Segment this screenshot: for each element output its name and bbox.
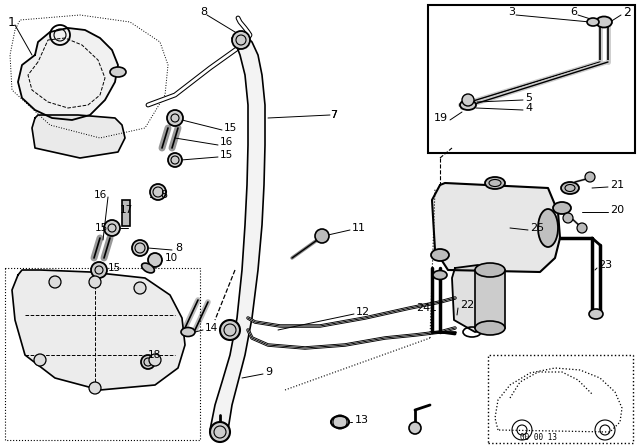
Circle shape — [409, 422, 421, 434]
Text: 7: 7 — [330, 110, 337, 120]
Circle shape — [232, 31, 250, 49]
Text: 20: 20 — [610, 205, 624, 215]
Polygon shape — [432, 183, 560, 272]
Text: 5: 5 — [525, 93, 532, 103]
Bar — [488, 355, 633, 443]
Text: 25: 25 — [530, 223, 544, 233]
Ellipse shape — [475, 263, 505, 277]
Ellipse shape — [485, 177, 505, 189]
Text: 9: 9 — [265, 367, 272, 377]
Text: 1: 1 — [8, 16, 16, 29]
Text: 15: 15 — [108, 263, 121, 273]
Ellipse shape — [538, 209, 558, 247]
Text: 6: 6 — [570, 7, 577, 17]
Circle shape — [148, 253, 162, 267]
Polygon shape — [210, 38, 265, 430]
Circle shape — [167, 110, 183, 126]
Text: 21: 21 — [610, 180, 624, 190]
Text: 13: 13 — [355, 415, 369, 425]
Ellipse shape — [460, 100, 476, 110]
Ellipse shape — [587, 18, 599, 26]
Text: 8: 8 — [160, 190, 167, 200]
Circle shape — [89, 382, 101, 394]
Text: 2: 2 — [623, 5, 631, 18]
Text: 17: 17 — [120, 205, 133, 215]
Ellipse shape — [589, 309, 603, 319]
Text: 16: 16 — [220, 137, 233, 147]
Text: 15: 15 — [220, 150, 233, 160]
Text: 19: 19 — [434, 113, 448, 123]
Circle shape — [91, 262, 107, 278]
Text: 22: 22 — [460, 300, 474, 310]
Polygon shape — [12, 270, 185, 390]
Ellipse shape — [181, 327, 195, 336]
Text: 11: 11 — [352, 223, 366, 233]
Ellipse shape — [141, 263, 154, 273]
Text: 4: 4 — [525, 103, 532, 113]
Text: 3: 3 — [508, 7, 515, 17]
Text: 23: 23 — [598, 260, 612, 270]
Circle shape — [585, 172, 595, 182]
Circle shape — [141, 355, 155, 369]
Text: 10: 10 — [165, 253, 178, 263]
Circle shape — [462, 94, 474, 106]
Circle shape — [89, 276, 101, 288]
Text: 7: 7 — [330, 110, 337, 120]
Text: 15: 15 — [224, 123, 237, 133]
Bar — [122, 200, 130, 226]
Ellipse shape — [431, 249, 449, 261]
Bar — [475, 270, 505, 328]
Ellipse shape — [433, 271, 447, 280]
Text: 15: 15 — [95, 223, 108, 233]
Ellipse shape — [596, 17, 612, 27]
Circle shape — [315, 229, 329, 243]
Circle shape — [104, 220, 120, 236]
Circle shape — [150, 184, 166, 200]
Ellipse shape — [475, 321, 505, 335]
Text: 18: 18 — [148, 350, 161, 360]
Text: 14: 14 — [205, 323, 218, 333]
Text: 8: 8 — [200, 7, 207, 17]
Polygon shape — [18, 28, 118, 120]
Text: 00 00 13: 00 00 13 — [520, 433, 557, 442]
Text: 16: 16 — [93, 190, 107, 200]
Ellipse shape — [561, 182, 579, 194]
Ellipse shape — [553, 202, 571, 214]
Circle shape — [210, 422, 230, 442]
Polygon shape — [452, 265, 492, 332]
Circle shape — [34, 354, 46, 366]
Circle shape — [134, 282, 146, 294]
Circle shape — [563, 213, 573, 223]
Ellipse shape — [110, 67, 126, 77]
Text: 24: 24 — [416, 303, 430, 313]
Circle shape — [149, 354, 161, 366]
Circle shape — [577, 223, 587, 233]
Bar — [428, 5, 635, 153]
Ellipse shape — [331, 416, 349, 428]
Circle shape — [220, 320, 240, 340]
Text: 8: 8 — [175, 243, 182, 253]
Text: 12: 12 — [356, 307, 370, 317]
Circle shape — [168, 153, 182, 167]
Circle shape — [49, 276, 61, 288]
Polygon shape — [32, 115, 125, 158]
Circle shape — [132, 240, 148, 256]
